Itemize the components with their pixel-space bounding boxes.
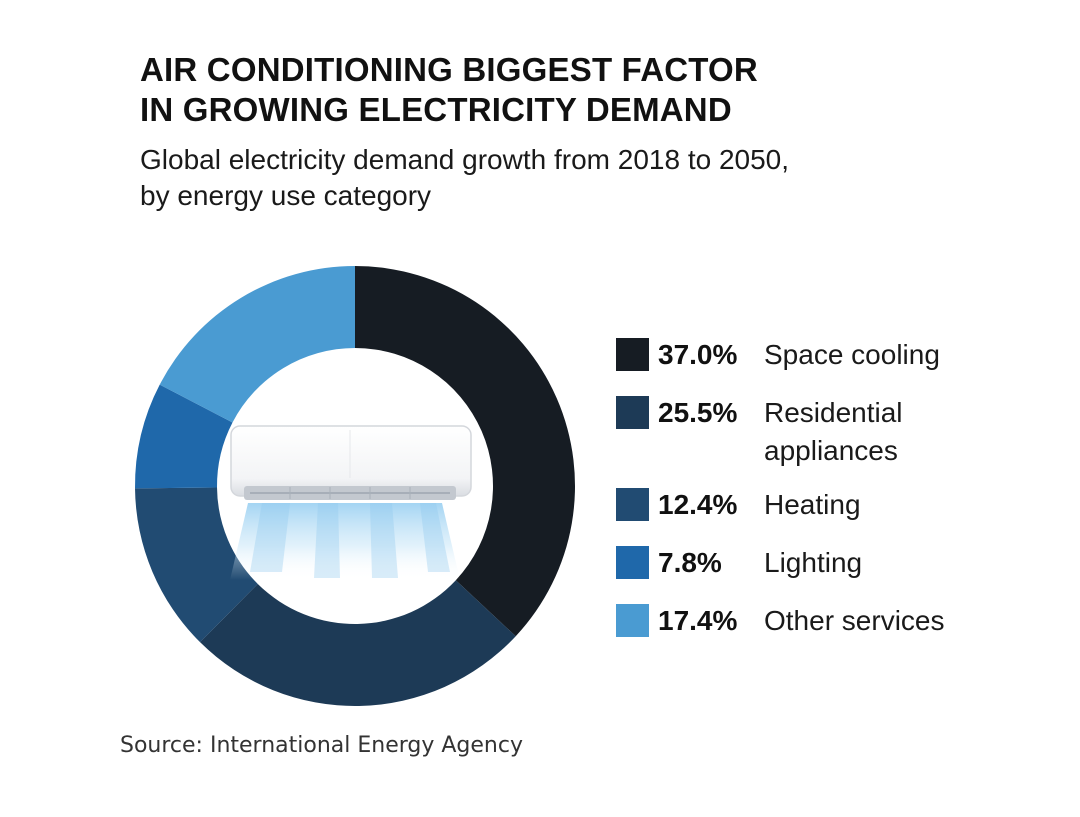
donut-slice-space-cooling — [355, 266, 575, 637]
legend-label: Heating — [764, 486, 984, 524]
donut-slice-heating — [135, 487, 258, 643]
air-conditioner-icon — [230, 425, 472, 580]
subtitle-line-2: by energy use category — [140, 180, 432, 211]
legend-item-lighting: 7.8% Lighting — [616, 544, 984, 582]
donut-slice-lighting — [134, 384, 233, 489]
legend-label: Residential appliances — [764, 394, 984, 470]
legend-label-line: Residential — [764, 397, 903, 428]
legend-value: 37.0% — [658, 339, 738, 370]
legend-label-line: appliances — [764, 435, 898, 466]
legend-label-line: Space cooling — [764, 339, 940, 370]
subtitle-line-1: Global electricity demand growth from 20… — [140, 144, 790, 175]
legend-value: 7.8% — [658, 547, 722, 578]
chart-title: AIR CONDITIONING BIGGEST FACTOR IN GROWI… — [140, 50, 758, 130]
source-note: Source: International Energy Agency — [120, 733, 523, 758]
chart-subtitle: Global electricity demand growth from 20… — [140, 142, 789, 214]
legend-label-line: Lighting — [764, 547, 863, 578]
donut-slice-other-services — [159, 266, 355, 423]
title-line-2: IN GROWING ELECTRICITY DEMAND — [140, 91, 732, 128]
legend-label: Lighting — [764, 544, 984, 582]
legend-swatch — [616, 396, 649, 429]
donut-slices — [134, 266, 575, 706]
legend-swatch — [616, 546, 649, 579]
legend-item-residential-appliances: 25.5% Residential appliances — [616, 394, 984, 470]
title-line-1: AIR CONDITIONING BIGGEST FACTOR — [140, 51, 758, 88]
legend-label-line: Heating — [764, 489, 861, 520]
legend-label: Other services — [764, 602, 984, 640]
legend-label-line: Other services — [764, 605, 945, 636]
legend-swatch — [616, 338, 649, 371]
legend-label: Space cooling — [764, 336, 984, 374]
legend-item-space-cooling: 37.0% Space cooling — [616, 336, 984, 374]
donut-slice-residential-appliances — [200, 580, 516, 706]
legend-swatch — [616, 488, 649, 521]
legend: 37.0% Space cooling 25.5% Residential applia… — [616, 336, 984, 660]
legend-item-heating: 12.4% Heating — [616, 486, 984, 524]
legend-item-other-services: 17.4% Other services — [616, 602, 984, 640]
legend-value: 17.4% — [658, 605, 738, 636]
legend-value: 25.5% — [658, 397, 738, 428]
legend-value: 12.4% — [658, 489, 738, 520]
legend-swatch — [616, 604, 649, 637]
